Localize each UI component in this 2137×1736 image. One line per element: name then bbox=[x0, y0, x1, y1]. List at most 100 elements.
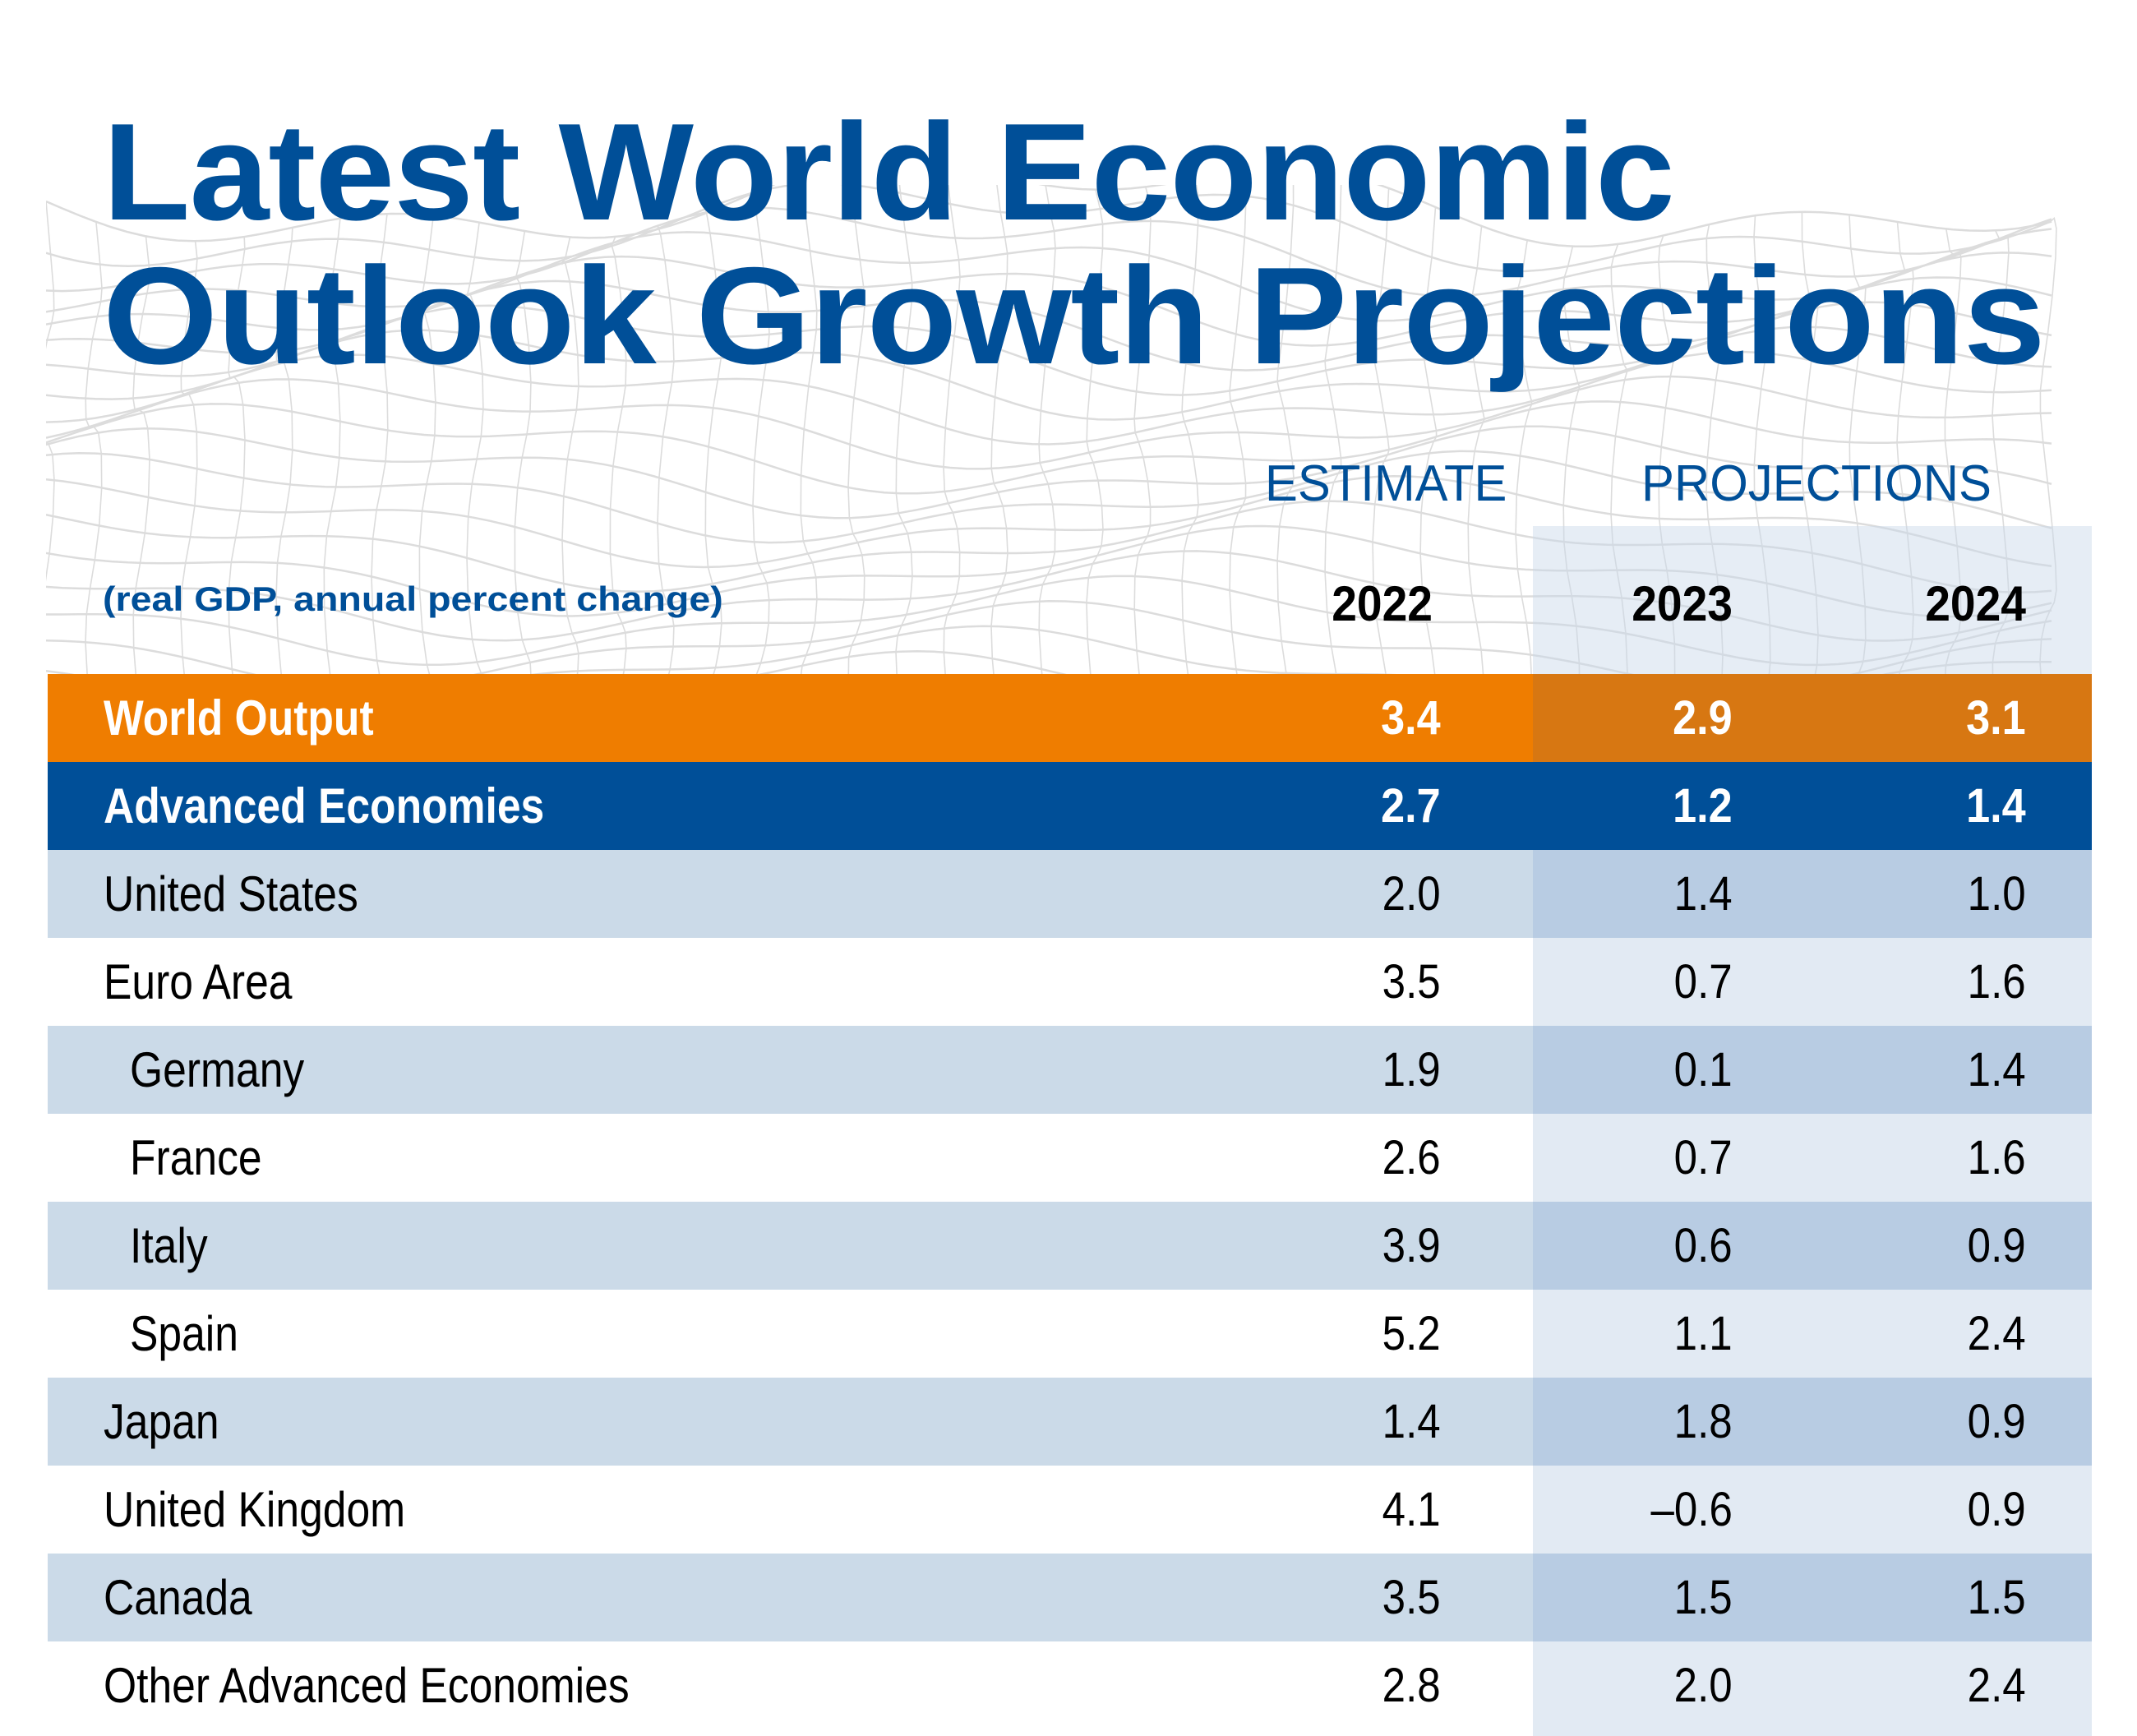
projection-column-shade bbox=[1533, 1202, 2092, 1290]
column-header-year: 2023 bbox=[1632, 576, 1733, 631]
cell-value-text: 1.4 bbox=[1968, 1043, 2026, 1097]
mesh-line bbox=[46, 228, 2052, 322]
mesh-line bbox=[895, 185, 913, 674]
mesh-line bbox=[2039, 217, 2057, 674]
cell-value-text: 5.2 bbox=[1382, 1307, 1441, 1360]
row-label: France bbox=[130, 1130, 262, 1185]
projection-column-shade bbox=[1533, 1641, 2092, 1736]
mesh-line bbox=[46, 474, 2052, 569]
row-label: Germany bbox=[130, 1042, 305, 1097]
cell-value-2024: 1.0 bbox=[1812, 850, 2026, 938]
mesh-line bbox=[46, 301, 2052, 396]
mesh-line bbox=[46, 185, 2052, 248]
cell-value-2024: 1.6 bbox=[1812, 938, 2026, 1026]
cell-value-2022: 2.0 bbox=[1227, 850, 1441, 938]
mesh-line bbox=[180, 241, 198, 674]
table-row: Spain 5.2 1.1 2.4 bbox=[48, 1290, 2092, 1378]
cell-value-2023: 0.7 bbox=[1519, 1114, 1733, 1202]
background-wave-mesh bbox=[46, 185, 2057, 674]
mesh-line bbox=[46, 206, 2052, 298]
mesh-line bbox=[418, 215, 436, 674]
projection-column-shade bbox=[1533, 938, 2092, 1026]
table-row: Germany 1.9 0.1 1.4 bbox=[48, 1026, 2092, 1114]
cell-value-text: 1.0 bbox=[1968, 867, 2026, 921]
table-row: Japan 1.4 1.8 0.9 bbox=[48, 1378, 2092, 1466]
cell-value-2024: 3.1 bbox=[1812, 674, 2026, 762]
mesh-line bbox=[1133, 187, 1152, 674]
cell-value-text: 0.1 bbox=[1674, 1043, 1733, 1097]
mesh-line bbox=[800, 185, 818, 674]
cell-value-2023: 0.7 bbox=[1519, 938, 1733, 1026]
cell-value-text: 3.9 bbox=[1382, 1219, 1441, 1272]
cell-value-2022: 2.8 bbox=[1227, 1641, 1441, 1729]
mesh-line bbox=[1181, 185, 1199, 674]
table-row: United States 2.0 1.4 1.0 bbox=[48, 850, 2092, 938]
cell-value-2023: 2.9 bbox=[1519, 674, 1733, 762]
cell-value-text: 1.2 bbox=[1673, 779, 1733, 833]
mesh-line bbox=[46, 252, 2052, 347]
cell-value-text: 3.1 bbox=[1966, 691, 2026, 745]
cell-value-text: 0.6 bbox=[1674, 1219, 1733, 1272]
mesh-line bbox=[514, 230, 532, 674]
cell-value-2022: 2.6 bbox=[1227, 1114, 1441, 1202]
mesh-line bbox=[1515, 240, 1533, 674]
growth-projections-table: World Output 3.4 2.9 3.1 Advanced Economies 2… bbox=[48, 674, 2092, 1736]
mesh-line bbox=[847, 185, 865, 674]
mesh-line bbox=[371, 214, 389, 674]
mesh-line bbox=[1419, 206, 1438, 674]
mesh-line bbox=[46, 575, 2052, 667]
cell-value-2022: 3.5 bbox=[1227, 938, 1441, 1026]
cell-value-2022: 2.7 bbox=[1227, 762, 1441, 850]
cell-value-text: 0.9 bbox=[1968, 1395, 2026, 1448]
cell-value-text: 4.1 bbox=[1382, 1483, 1441, 1536]
column-group-estimate: ESTIMATE bbox=[1265, 455, 1507, 512]
cell-value-2024: 0.9 bbox=[1812, 1202, 2026, 1290]
page-title-line-1: Latest World Economic bbox=[103, 95, 1675, 249]
cell-value-text: 1.8 bbox=[1674, 1395, 1733, 1448]
mesh-line bbox=[323, 218, 341, 674]
mesh-line bbox=[1086, 189, 1104, 674]
mesh-line bbox=[1372, 187, 1390, 674]
cell-value-2022: 5.2 bbox=[1227, 1290, 1441, 1378]
cell-value-text: 0.7 bbox=[1674, 1131, 1733, 1184]
mesh-line bbox=[1801, 211, 1819, 674]
projection-column-shade bbox=[1533, 762, 2092, 850]
projections-header-shade bbox=[1533, 526, 2092, 674]
mesh-line bbox=[1849, 215, 1867, 674]
mesh-line bbox=[561, 237, 579, 674]
projection-column-shade bbox=[1533, 1466, 2092, 1554]
table-row: Italy 3.9 0.6 0.9 bbox=[48, 1202, 2092, 1290]
cell-value-2023: –0.6 bbox=[1519, 1466, 1733, 1554]
row-label: Japan bbox=[104, 1394, 219, 1449]
projection-column-shade bbox=[1533, 1378, 2092, 1466]
mesh-line bbox=[46, 201, 55, 582]
cell-value-2023: 2.0 bbox=[1519, 1641, 1733, 1729]
table-row: France 2.6 0.7 1.6 bbox=[48, 1114, 2092, 1202]
table-row: Advanced Economies 2.7 1.2 1.4 bbox=[48, 762, 2092, 850]
cell-value-2023: 0.1 bbox=[1519, 1026, 1733, 1114]
cell-value-text: 2.0 bbox=[1674, 1659, 1733, 1712]
table-subtitle: (real GDP, annual percent change) bbox=[103, 579, 723, 618]
cell-value-text: 2.6 bbox=[1382, 1131, 1441, 1184]
projection-column-shade bbox=[1533, 1554, 2092, 1641]
cell-value-text: 1.4 bbox=[1382, 1395, 1441, 1448]
cell-value-2023: 1.5 bbox=[1519, 1554, 1733, 1641]
mesh-line bbox=[752, 192, 770, 674]
cell-value-text: 2.4 bbox=[1968, 1659, 2026, 1712]
cell-value-2023: 1.1 bbox=[1519, 1290, 1733, 1378]
cell-value-2024: 0.9 bbox=[1812, 1378, 2026, 1466]
mesh-line bbox=[466, 222, 484, 674]
mesh-line bbox=[608, 236, 627, 674]
table-row: Euro Area 3.5 0.7 1.6 bbox=[48, 938, 2092, 1026]
cell-value-text: 1.4 bbox=[1674, 867, 1733, 921]
cell-value-text: 3.5 bbox=[1382, 1571, 1441, 1624]
mesh-line bbox=[46, 550, 2052, 642]
row-label: United Kingdom bbox=[104, 1482, 406, 1537]
mesh-line bbox=[657, 225, 675, 674]
cell-value-2022: 1.9 bbox=[1227, 1026, 1441, 1114]
cell-value-text: 1.5 bbox=[1674, 1571, 1733, 1624]
projection-column-shade bbox=[1533, 1026, 2092, 1114]
cell-value-text: 0.7 bbox=[1674, 955, 1733, 1009]
cell-value-2023: 0.6 bbox=[1519, 1202, 1733, 1290]
cell-value-text: 0.9 bbox=[1968, 1219, 2026, 1272]
